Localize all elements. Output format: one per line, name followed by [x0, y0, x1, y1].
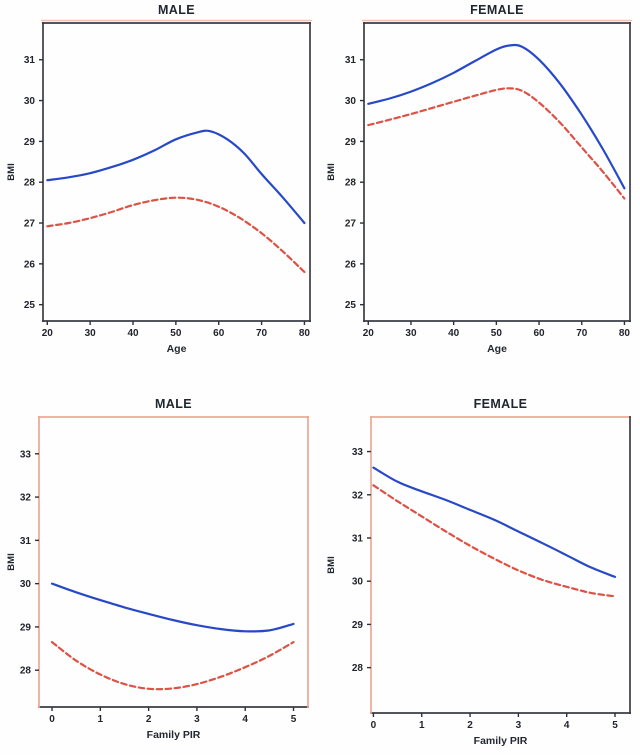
y-tick-label: 28 — [352, 663, 364, 674]
series-red-dashed — [50, 641, 295, 691]
y-tick-label: 31 — [352, 533, 364, 544]
y-tick-label: 25 — [345, 300, 357, 311]
x-tick-label: 4 — [242, 714, 248, 725]
chart-title: MALE — [157, 3, 195, 17]
y-tick-label: 29 — [345, 137, 357, 148]
x-tick-label: 5 — [612, 720, 618, 731]
chart-male-age: MALE 20 30 40 50 60 70 80 25 26 27 28 29 30 31 BMI Ag… — [0, 0, 320, 394]
chart-female-familypir: FEMALE 0 1 2 3 4 5 28 29 30 31 32 33 BMI Family PIR — [320, 394, 640, 755]
x-tick-label: 50 — [170, 328, 182, 339]
x-tick-label: 30 — [85, 328, 97, 339]
y-tick-label: 30 — [24, 96, 36, 107]
series-red-dashed — [372, 484, 617, 598]
y-tick-label: 30 — [20, 579, 32, 590]
y-tick-label: 28 — [24, 178, 36, 189]
chart-male-familypir: MALE 0 1 2 3 4 5 28 29 30 31 32 33 BMI Family PIR — [0, 394, 320, 755]
plot-canvas-male-familypir: 0 1 2 3 4 5 28 29 30 31 32 33 — [20, 416, 309, 725]
x-tick-label: 70 — [256, 328, 268, 339]
x-tick-label: 2 — [467, 720, 473, 731]
x-tick-label: 3 — [194, 714, 200, 725]
y-tick-label: 33 — [352, 447, 364, 458]
y-tick-label: 31 — [24, 55, 36, 66]
plot-canvas-male-age: 20 30 40 50 60 70 80 25 26 27 28 29 30 31 — [24, 19, 312, 339]
series-red-dashed — [46, 196, 306, 274]
y-axis-label: BMI — [326, 163, 337, 181]
x-axis-label: Family PIR — [146, 729, 201, 741]
x-tick-label: 1 — [419, 720, 425, 731]
series-blue-solid — [367, 43, 626, 190]
y-tick-label: 32 — [352, 490, 364, 501]
y-tick-label: 28 — [20, 666, 32, 677]
x-tick-label: 50 — [491, 328, 503, 339]
plot-canvas-female-familypir: 0 1 2 3 4 5 28 29 30 31 32 33 — [352, 416, 631, 731]
y-tick-label: 29 — [352, 620, 364, 631]
x-tick-label: 80 — [619, 328, 631, 339]
x-tick-label: 70 — [576, 328, 588, 339]
y-axis-label: BMI — [326, 556, 337, 574]
x-tick-label: 60 — [213, 328, 225, 339]
y-tick-label: 31 — [20, 536, 32, 547]
x-tick-label: 60 — [533, 328, 545, 339]
x-axis-label: Family PIR — [473, 735, 528, 747]
y-tick-label: 25 — [24, 300, 36, 311]
x-tick-label: 80 — [299, 328, 311, 339]
y-tick-label: 26 — [345, 259, 357, 270]
series-blue-solid — [50, 582, 295, 633]
x-axis-label: Age — [487, 343, 507, 355]
x-tick-label: 30 — [405, 328, 417, 339]
y-tick-label: 30 — [345, 96, 357, 107]
y-axis-label: BMI — [6, 553, 17, 571]
y-tick-label: 32 — [20, 493, 32, 504]
y-tick-label: 31 — [345, 55, 357, 66]
x-tick-label: 3 — [516, 720, 522, 731]
x-axis-label: Age — [166, 343, 187, 355]
chart-female-age: FEMALE 20 30 40 50 60 70 80 25 26 27 28 29 30 31 BMI … — [320, 0, 640, 394]
x-tick-label: 0 — [49, 714, 55, 725]
chart-title: MALE — [154, 397, 192, 411]
y-tick-label: 27 — [24, 219, 36, 230]
x-tick-label: 0 — [371, 720, 377, 731]
y-tick-label: 29 — [24, 137, 36, 148]
chart-title: FEMALE — [470, 3, 524, 17]
y-axis-label: BMI — [6, 163, 17, 181]
x-tick-label: 40 — [448, 328, 460, 339]
x-tick-label: 40 — [127, 328, 139, 339]
y-tick-label: 33 — [20, 449, 32, 460]
y-tick-label: 29 — [20, 622, 32, 633]
x-tick-label: 4 — [564, 720, 570, 731]
y-tick-label: 26 — [24, 259, 36, 270]
series-blue-solid — [46, 129, 306, 225]
series-red-dashed — [367, 87, 626, 200]
y-tick-label: 28 — [345, 178, 357, 189]
y-tick-label: 30 — [352, 577, 364, 588]
x-tick-label: 20 — [42, 328, 54, 339]
x-tick-label: 1 — [98, 714, 104, 725]
x-tick-label: 2 — [146, 714, 152, 725]
y-tick-label: 27 — [345, 219, 357, 230]
x-tick-label: 5 — [291, 714, 297, 725]
plot-canvas-female-age: 20 30 40 50 60 70 80 25 26 27 28 29 30 31 — [345, 19, 632, 339]
series-blue-solid — [372, 466, 617, 578]
x-tick-label: 20 — [363, 328, 375, 339]
chart-title: FEMALE — [473, 397, 528, 411]
